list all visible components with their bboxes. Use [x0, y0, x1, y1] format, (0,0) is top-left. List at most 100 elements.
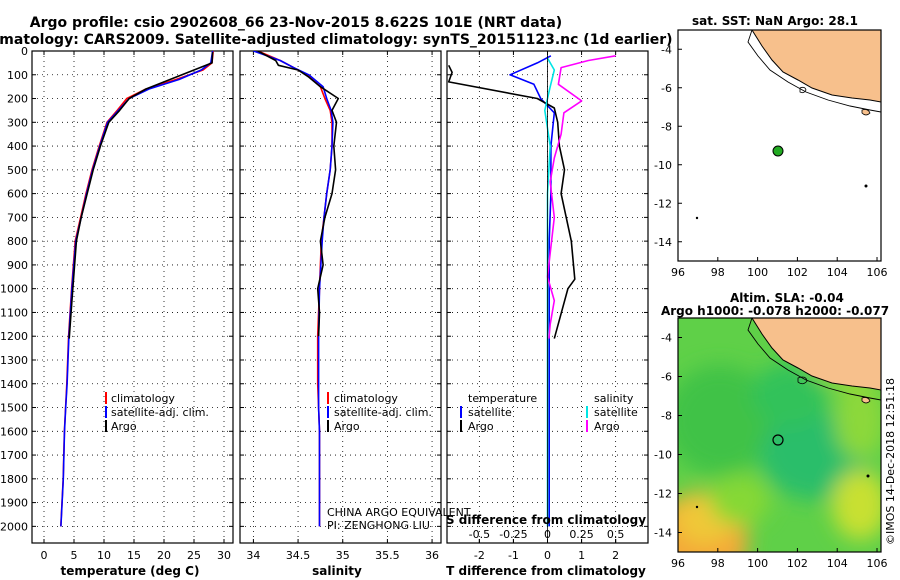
x-tick-label: 10	[97, 549, 111, 562]
x-tick-label: 34	[246, 549, 260, 562]
x-tick-label: 102	[787, 557, 808, 570]
series-line-s-argo	[546, 55, 616, 339]
legend-label-t-satellite: satellite	[468, 406, 512, 419]
series-line-t-argo	[447, 64, 576, 339]
y-tick-label: -8	[661, 120, 672, 133]
s-tick-label: -0.5	[469, 528, 490, 541]
x-tick-label: 104	[827, 266, 848, 279]
island-contour	[799, 86, 807, 94]
y-tick-label: 0	[21, 45, 28, 58]
x-tick-label: 36	[425, 549, 439, 562]
y-tick-label: -14	[654, 527, 672, 540]
legend-label-satellite: satellite-adj. clim.	[334, 406, 432, 419]
legend-label-t-argo: Argo	[468, 420, 494, 433]
legend-label-s-argo: Argo	[594, 420, 620, 433]
s-tick-label: 0.25	[569, 528, 594, 541]
map-sla-subtitle: Argo h1000: -0.078 h2000: -0.077	[661, 304, 889, 318]
island-dot	[695, 505, 699, 509]
y-tick-label: 1200	[0, 330, 28, 343]
temperature-grid	[32, 50, 233, 543]
x-tick-label: 5	[71, 549, 78, 562]
x-tick-label: 98	[711, 557, 725, 570]
y-tick-label: -6	[661, 82, 672, 95]
t-difference-x-axis: -2 -1 0 1 2	[474, 549, 619, 562]
salinity-legend: climatology satellite-adj. clim. Argo	[327, 392, 432, 433]
map-sla-title: Altim. SLA: -0.04	[730, 291, 844, 305]
salinity-series	[253, 51, 340, 527]
salinity-panel	[239, 50, 442, 544]
island	[861, 397, 871, 404]
x-tick-label: 30	[217, 549, 231, 562]
y-tick-label: -8	[661, 410, 672, 423]
temperature-x-axis: 0 5 10 15 20 25 30	[41, 549, 232, 562]
y-tick-label: 300	[7, 116, 28, 129]
salinity-grid	[240, 50, 441, 543]
difference-legend-temperature: temperature satellite Argo	[460, 392, 537, 433]
x-tick-label: 98	[711, 266, 725, 279]
y-tick-label: 1000	[0, 283, 28, 296]
y-tick-label: -4	[661, 332, 672, 345]
temperature-panel	[31, 50, 234, 544]
legend-label-argo: Argo	[334, 420, 360, 433]
argo-position-marker	[772, 145, 784, 157]
legend-title-temperature: temperature	[468, 392, 537, 405]
island-dot	[864, 184, 868, 188]
credit-text: ©IMOS 14-Dec-2018 12:51:18	[884, 378, 897, 545]
x-tick-label: 15	[127, 549, 141, 562]
x-tick-label: 35	[336, 549, 350, 562]
y-tick-label: 1400	[0, 378, 28, 391]
y-tick-label: 500	[7, 164, 28, 177]
t-difference-xlabel: T difference from climatology	[446, 564, 646, 578]
map-sla-frame	[677, 317, 882, 553]
legend-label-satellite: satellite-adj. clim.	[111, 406, 209, 419]
pi-institution-text: CHINA ARGO EQUIVALENT	[327, 506, 471, 519]
y-tick-label: 1900	[0, 497, 28, 510]
x-tick-label: -1	[508, 549, 519, 562]
x-tick-label: 35.5	[375, 549, 400, 562]
y-tick-label: 1500	[0, 402, 28, 415]
legend-label-s-satellite: satellite	[594, 406, 638, 419]
y-tick-label: 200	[7, 93, 28, 106]
figure-title-line2: Climatology: CARS2009. Satellite-adjuste…	[0, 32, 673, 48]
salinity-xlabel: salinity	[312, 564, 362, 578]
y-tick-label: 1100	[0, 306, 28, 319]
figure-title-line1: Argo profile: csio 2902608_66 23-Nov-201…	[30, 15, 562, 31]
legend-label-climatology: climatology	[334, 392, 398, 405]
temperature-xlabel: temperature (deg C)	[61, 564, 200, 578]
x-tick-label: 100	[747, 266, 768, 279]
y-tick-label: 1600	[0, 425, 28, 438]
temperature-series	[60, 51, 214, 527]
island	[861, 109, 871, 116]
island-dot	[866, 474, 870, 478]
map-sst-title: sat. SST: NaN Argo: 28.1	[692, 14, 858, 28]
s-tick-label: 0.5	[607, 528, 625, 541]
s-tick-label: -0.25	[499, 528, 527, 541]
x-tick-label: 0	[544, 549, 551, 562]
island-dot	[695, 216, 699, 220]
series-line-argo	[257, 51, 340, 337]
map-sst	[678, 30, 881, 261]
land-sumatra-java	[751, 318, 881, 391]
x-tick-label: 96	[671, 266, 685, 279]
x-tick-label: 1	[578, 549, 585, 562]
y-tick-label: 600	[7, 188, 28, 201]
x-tick-label: 104	[827, 557, 848, 570]
y-tick-label: -10	[654, 449, 672, 462]
x-tick-label: 34.5	[286, 549, 311, 562]
difference-series	[447, 51, 616, 543]
y-tick-label: -14	[654, 236, 672, 249]
y-tick-label: 1800	[0, 473, 28, 486]
land-sumatra-java	[751, 30, 881, 103]
map-sla-axes: 96 98 100 102 104 106 -4 -6 -8 -10 -12 -14	[654, 332, 887, 571]
legend-title-salinity: salinity	[594, 392, 634, 405]
x-tick-label: 20	[157, 549, 171, 562]
series-line-satellite-adj-clim-	[253, 51, 334, 527]
y-tick-label: -10	[654, 159, 672, 172]
map-sst-frame	[677, 29, 882, 262]
y-tick-label: 800	[7, 235, 28, 248]
y-tick-label: 1300	[0, 354, 28, 367]
s-difference-xlabel: S difference from climatology	[446, 513, 646, 527]
map-sst-axes: 96 98 100 102 104 106 -4 -6 -8 -10 -12 -14	[654, 43, 887, 279]
x-tick-label: 106	[867, 266, 888, 279]
y-tick-label: -6	[661, 371, 672, 384]
